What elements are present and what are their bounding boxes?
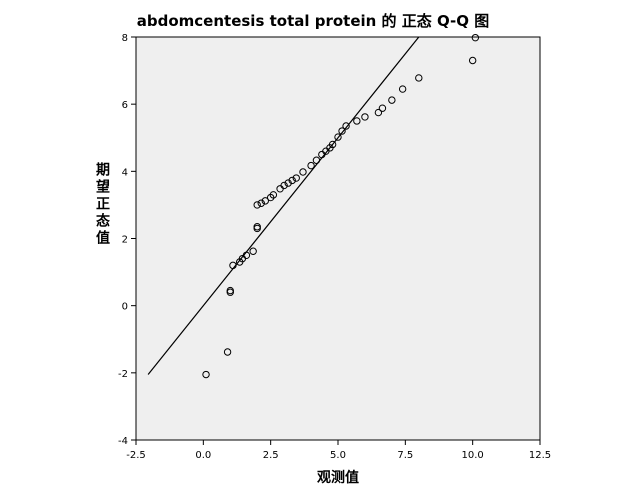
data-point <box>253 201 261 209</box>
data-point <box>338 127 346 135</box>
data-point <box>307 161 315 170</box>
data-point <box>342 122 350 130</box>
data-point <box>229 261 237 270</box>
data-point <box>468 56 477 65</box>
data-point <box>388 96 396 104</box>
data-point <box>299 168 307 176</box>
y-axis-ticks: -4 -2 0 2 4 6 8 <box>118 33 136 447</box>
y-tick-label: -4 <box>118 436 128 447</box>
x-tick-label: 7.5 <box>397 450 413 461</box>
data-point <box>398 85 407 93</box>
data-point <box>269 191 278 199</box>
y-tick-label: 4 <box>122 167 128 178</box>
y-tick-label: 8 <box>122 33 128 44</box>
data-point <box>226 286 234 295</box>
data-point <box>253 223 261 231</box>
data-point <box>334 133 342 141</box>
x-tick-label: 5.0 <box>330 450 346 461</box>
plot-area <box>135 36 541 441</box>
data-point <box>361 113 369 121</box>
x-tick-label: 10.0 <box>462 450 484 461</box>
data-point <box>328 140 337 149</box>
data-point <box>312 156 321 164</box>
data-point <box>378 104 387 112</box>
points-layer <box>202 33 480 379</box>
x-tick-label: -2.5 <box>126 450 146 461</box>
data-point <box>261 197 269 205</box>
data-point <box>249 247 257 255</box>
data-point <box>280 181 288 190</box>
reference-line-layer <box>147 36 420 375</box>
data-point <box>223 348 232 356</box>
data-point <box>471 33 480 42</box>
y-tick-label: 6 <box>122 100 128 111</box>
data-point <box>242 251 251 259</box>
data-point <box>374 108 383 117</box>
y-tick-label: 2 <box>122 235 128 246</box>
x-axis-title: 观测值 <box>317 469 359 486</box>
x-axis-ticks: -2.5 0.0 2.5 5.0 7.5 10.0 12.5 <box>126 440 551 461</box>
y-tick-label: 0 <box>122 302 128 313</box>
x-tick-label: 2.5 <box>263 450 279 461</box>
data-point <box>202 370 210 379</box>
data-point <box>257 199 265 207</box>
chart-title: abdomcentesis total protein 的 正态 Q-Q 图 <box>136 12 490 30</box>
data-point <box>288 176 296 185</box>
reference-line <box>147 36 420 375</box>
y-tick-label: -2 <box>118 369 128 380</box>
x-tick-label: 12.5 <box>529 450 551 461</box>
data-point <box>353 117 361 125</box>
data-point <box>292 174 300 182</box>
y-axis-title: 期望正态值 <box>96 163 110 247</box>
data-point <box>415 74 423 82</box>
x-tick-label: 0.0 <box>195 450 211 461</box>
